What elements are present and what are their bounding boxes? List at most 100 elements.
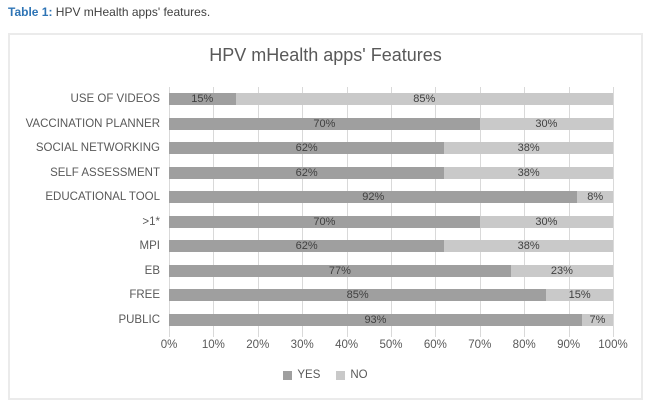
data-label-yes: 92% (362, 191, 385, 204)
plot-area: USE OF VIDEOS 15% 85% VACCINATION PLANNER 70… (26, 87, 614, 337)
category-label: SOCIAL NETWORKING (35, 142, 160, 155)
data-label-no: 7% (589, 313, 606, 326)
bar-segment-yes (169, 264, 511, 277)
data-label-yes: 85% (346, 289, 369, 302)
stacked-bar (169, 191, 613, 204)
stacked-bar (169, 215, 613, 228)
x-tick-label: 90% (557, 339, 581, 351)
gridline (524, 87, 526, 337)
gridline (302, 87, 304, 337)
data-label-no: 85% (413, 93, 436, 106)
stacked-bar (169, 166, 613, 179)
data-label-yes: 62% (295, 240, 318, 253)
bar-row: EDUCATIONAL TOOL 92% 8% (45, 185, 613, 210)
data-label-yes: 70% (313, 215, 336, 228)
stacked-bar (169, 313, 613, 326)
x-tick-label: 100% (598, 339, 628, 351)
stacked-bar (169, 264, 613, 277)
bar-row: USE OF VIDEOS 15% 85% (71, 87, 613, 112)
legend-label: YES (297, 369, 321, 381)
data-label-no: 38% (517, 240, 540, 253)
legend-label: NO (350, 369, 368, 381)
category-label: >1* (142, 215, 160, 228)
data-label-yes: 62% (295, 142, 318, 155)
data-label-no: 38% (517, 166, 540, 179)
data-label-yes: 15% (191, 93, 214, 106)
stacked-bar (169, 117, 613, 130)
legend-item-yes: YES (283, 369, 320, 381)
bar-row: EB 77% 23% (145, 259, 613, 284)
bar-segment-yes (169, 191, 578, 204)
bar-segment-yes (169, 166, 445, 179)
legend-swatch-yes (283, 370, 293, 380)
chart-figure: HPV mHealth apps' Features USE OF VIDEOS… (8, 33, 643, 400)
gridline (568, 87, 570, 337)
x-tick-label: 20% (246, 339, 270, 351)
bar-segment-no (444, 240, 613, 253)
x-tick-label: 80% (512, 339, 536, 351)
caption-text: HPV mHealth apps' features. (52, 5, 211, 19)
x-tick-label: 70% (468, 339, 492, 351)
bar-segment-yes (169, 313, 582, 326)
x-tick-label: 60% (423, 339, 447, 351)
bar-segment-no (444, 142, 613, 155)
bar-segment-no (235, 93, 613, 106)
bar-row: SELF ASSESSMENT 62% 38% (50, 161, 613, 186)
category-label: EDUCATIONAL TOOL (45, 191, 160, 204)
bar-segment-yes (169, 215, 480, 228)
bar-segment-no (546, 289, 613, 302)
gridline (435, 87, 437, 337)
data-label-yes: 70% (313, 117, 336, 130)
bar-row: >1* 70% 30% (142, 210, 613, 235)
legend-item-no: NO (336, 369, 368, 381)
category-label: FREE (129, 289, 160, 302)
stacked-bar (169, 142, 613, 155)
category-label: USE OF VIDEOS (70, 93, 160, 106)
data-label-no: 30% (535, 117, 558, 130)
bar-segment-no (479, 215, 613, 228)
bar-segment-no (444, 166, 613, 179)
x-tick-label: 50% (379, 339, 403, 351)
bar-segment-yes (169, 117, 480, 130)
legend: YES NO (10, 369, 641, 381)
bar-segment-no (479, 117, 613, 130)
gridline (257, 87, 259, 337)
x-tick-label: 30% (290, 339, 314, 351)
x-tick-label: 10% (201, 339, 225, 351)
legend-swatch-no (336, 370, 346, 380)
x-axis: 0% 10% 20% 30% 40% 50% 60% 70% 80% 90% 100% (161, 339, 628, 354)
data-label-no: 23% (550, 264, 573, 277)
data-label-no: 30% (535, 215, 558, 228)
bar-segment-no (577, 191, 613, 204)
bar-row: MPI 62% 38% (140, 234, 613, 259)
stacked-bar (169, 289, 613, 302)
data-label-yes: 62% (295, 166, 318, 179)
bar-segment-yes (169, 93, 236, 106)
gridline (169, 87, 170, 337)
category-label: EB (144, 264, 160, 277)
bar-segment-no (581, 313, 613, 326)
gridline (613, 87, 614, 337)
data-label-yes: 93% (364, 313, 387, 326)
data-label-no: 8% (587, 191, 604, 204)
bar-row: PUBLIC 93% 7% (118, 308, 613, 333)
bar-rows: USE OF VIDEOS 15% 85% VACCINATION PLANNER 70… (26, 87, 613, 333)
gridline (391, 87, 392, 337)
category-label: SELF ASSESSMENT (50, 166, 160, 179)
category-label: VACCINATION PLANNER (25, 117, 160, 130)
bar-row: SOCIAL NETWORKING 62% 38% (36, 136, 613, 161)
chart-title: HPV mHealth apps' Features (209, 45, 442, 65)
category-label: MPI (139, 240, 160, 253)
data-label-no: 38% (517, 142, 540, 155)
gridline (346, 87, 348, 337)
x-tick-label: 40% (335, 339, 359, 351)
bar-segment-no (510, 264, 613, 277)
category-label: PUBLIC (118, 313, 160, 326)
bar-segment-yes (169, 240, 445, 253)
bar-segment-yes (169, 289, 547, 302)
data-label-no: 15% (568, 289, 591, 302)
bar-row: VACCINATION PLANNER 70% 30% (26, 112, 613, 137)
bar-row: FREE 85% 15% (129, 283, 613, 308)
caption-number: Table 1: (8, 5, 53, 19)
